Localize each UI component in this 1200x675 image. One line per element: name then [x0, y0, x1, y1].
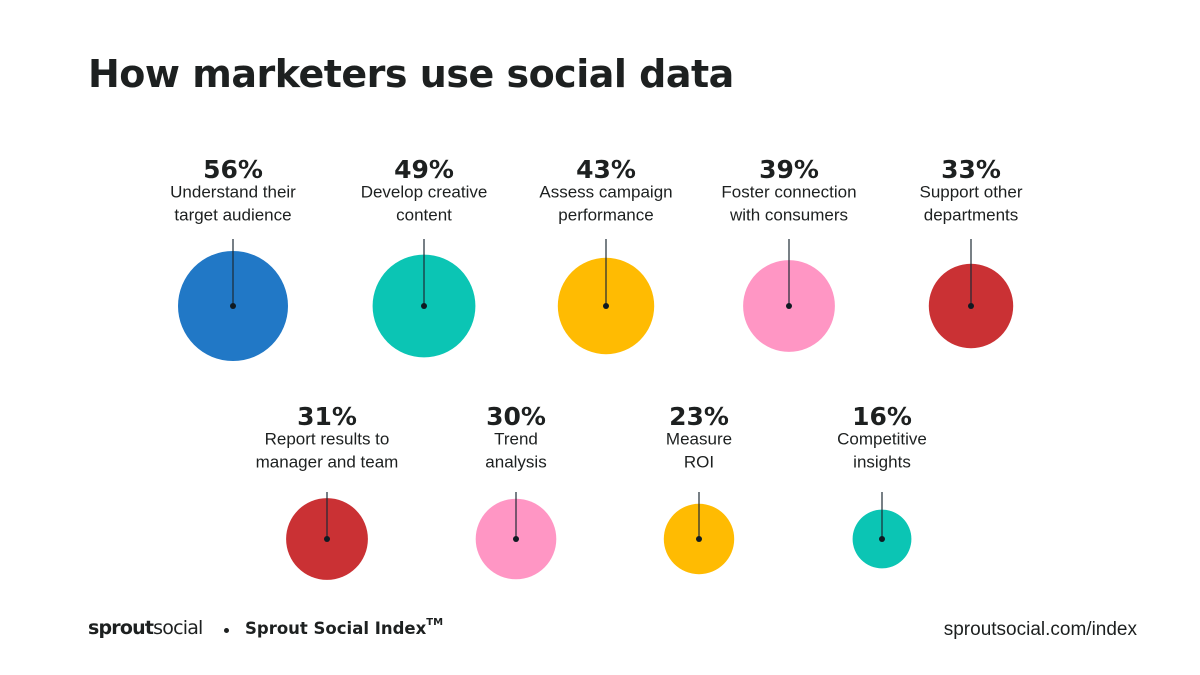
sprout-social-index-label: Sprout Social IndexTM: [245, 617, 444, 638]
center-dot: [421, 303, 427, 309]
percent-label: 49%: [394, 155, 454, 184]
center-dot: [324, 536, 330, 542]
percent-label: 31%: [297, 402, 357, 431]
category-label: Develop creative: [361, 182, 488, 201]
category-label: content: [396, 205, 452, 224]
bubble-item: 56%Understand their target audience: [170, 155, 296, 361]
category-label: Assess campaign: [539, 182, 672, 201]
center-dot: [230, 303, 236, 309]
category-label: ROI: [684, 452, 714, 471]
category-label: Report results to: [265, 429, 390, 448]
category-label: departments: [924, 205, 1019, 224]
bubble-item: 30%Trend analysis: [475, 402, 557, 580]
category-label: manager and team: [256, 452, 399, 471]
center-dot: [968, 303, 974, 309]
center-dot: [603, 303, 609, 309]
bubble-item: 16%Competitive insights: [837, 402, 927, 569]
percent-label: 39%: [759, 155, 819, 184]
bubble-item: 39%Foster connection with consumers: [721, 155, 857, 352]
category-label: Competitive: [837, 429, 927, 448]
footer-url: sproutsocial.com/index: [943, 619, 1137, 640]
center-dot: [513, 536, 519, 542]
category-label: Trend: [494, 429, 538, 448]
separator-dot-icon: [224, 628, 229, 633]
category-label: performance: [558, 205, 653, 224]
category-label: Support other: [919, 182, 1022, 201]
percent-label: 23%: [669, 402, 729, 431]
bubble-item: 31%Report results to manager and team: [256, 402, 399, 580]
center-dot: [879, 536, 885, 542]
percent-label: 56%: [203, 155, 263, 184]
category-label: Measure: [666, 429, 732, 448]
bubble-item: 49%Develop creative content: [361, 155, 488, 358]
percent-label: 30%: [486, 402, 546, 431]
percent-label: 33%: [941, 155, 1001, 184]
category-label: Foster connection: [721, 182, 856, 201]
percent-label: 16%: [852, 402, 912, 431]
bubble-item: 23%Measure ROI: [663, 402, 735, 575]
bubble-item: 43%Assess campaign performance: [539, 155, 673, 355]
category-label: Understand their: [170, 182, 296, 201]
bubble-item: 33%Support other departments: [919, 155, 1023, 349]
center-dot: [696, 536, 702, 542]
sprout-social-logo: sproutsocial: [88, 617, 203, 639]
category-label: analysis: [485, 452, 546, 471]
trademark-mark: TM: [426, 617, 444, 628]
category-label: with consumers: [729, 205, 848, 224]
center-dot: [786, 303, 792, 309]
page-title: How marketers use social data: [88, 52, 734, 96]
category-label: target audience: [174, 205, 291, 224]
percent-label: 43%: [576, 155, 636, 184]
category-label: insights: [853, 452, 911, 471]
